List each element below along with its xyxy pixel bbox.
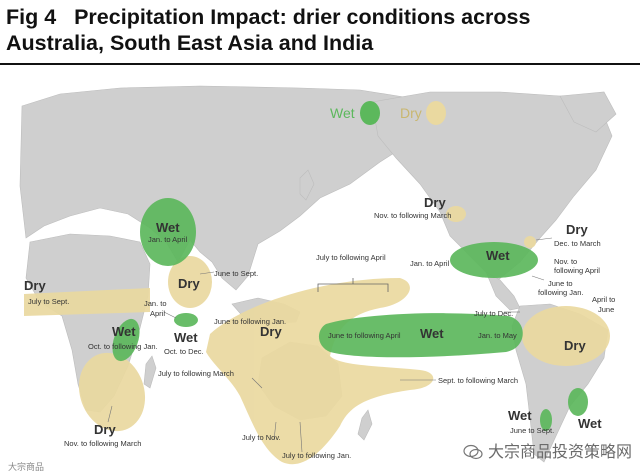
dry-india (168, 256, 212, 308)
dry-south-africa (78, 352, 146, 432)
sri-lanka-note-2: April (150, 309, 165, 318)
us-east-season: Dec. to March (554, 239, 601, 248)
south-pacific-season: Sept. to following March (438, 376, 518, 385)
leader-sri (163, 311, 177, 319)
figure-title-line1: Precipitation Impact: drier conditions a… (74, 5, 531, 29)
legend-wet-label: Wet (330, 105, 355, 121)
title-rule (0, 63, 640, 65)
argentina-season-a: June to Sept. (510, 426, 554, 435)
brazil-season-a: April to (592, 295, 615, 304)
legend-dry-label: Dry (400, 105, 422, 121)
us-east-type: Dry (566, 222, 588, 237)
australia-season-1: July to following March (158, 369, 234, 378)
watermark-brand: 大宗商品投资策略网 (463, 438, 632, 462)
east-africa-type: Wet (112, 324, 136, 339)
dry-regions (24, 206, 610, 465)
wet-east-africa (112, 318, 140, 362)
australia-season-3: July to following Jan. (282, 451, 351, 460)
leader-south-africa (107, 405, 113, 423)
south-africa-type: Dry (94, 422, 116, 437)
wet-horn-africa (140, 198, 196, 266)
brazil-type: Dry (564, 338, 586, 353)
australia-season-2: July to Nov. (242, 433, 281, 442)
horn-africa-season: Jan. to April (148, 235, 188, 244)
leader-lines (107, 237, 553, 453)
south-africa-season: Nov. to following March (64, 439, 141, 448)
us-south-type: Wet (486, 248, 510, 263)
sri-lanka-note-1: Jan. to (144, 299, 167, 308)
west-africa-season: July to Sept. (28, 297, 69, 306)
land-eurasia (19, 85, 421, 291)
brazil-season-b: June (598, 305, 614, 314)
north-america-type: Dry (424, 195, 446, 210)
wet-south-india (174, 313, 198, 327)
argentina-east-type: Wet (578, 416, 602, 431)
dry-north-america (446, 206, 466, 222)
figure-title: Fig 4 Precipitation Impact: drier condit… (6, 4, 634, 56)
dry-us-east (524, 236, 536, 248)
wet-argentina-east (568, 388, 588, 416)
leader-australia-1 (251, 377, 263, 389)
leader-india (199, 271, 215, 275)
indonesia-type: Dry (260, 324, 282, 339)
pacific-band-season: July to following April (316, 253, 386, 262)
wet-regions (112, 198, 588, 431)
wet-argentina (540, 409, 552, 431)
horn-africa-type: Wet (156, 220, 180, 235)
watermark-small: 大宗商品 (8, 463, 45, 473)
world-map: Wet Dry Dry July to Sept. Wet Jan. to Ap… (18, 85, 622, 471)
wet-pacific (318, 313, 523, 358)
land-greenland (559, 91, 617, 133)
argentina-type: Wet (508, 408, 532, 423)
india-type: Dry (178, 276, 200, 291)
dry-indonesia-australia (206, 278, 434, 465)
indonesia-season: June to following Jan. (214, 317, 286, 326)
leader-australia-2 (299, 421, 303, 453)
land-madagascar (143, 355, 157, 389)
east-africa-season: Oct. to following Jan. (88, 342, 158, 351)
south-america-note: July to Dec. (474, 309, 513, 318)
wet-us-south (450, 242, 538, 278)
legend-dry-swatch (426, 101, 446, 125)
south-india-season: Oct. to Dec. (164, 347, 204, 356)
leader-us-east (535, 237, 553, 241)
north-america-season: Nov. to following March (374, 211, 451, 220)
land-japan (299, 169, 315, 201)
gulf-note-2a: June to (548, 279, 573, 288)
wechat-icon (463, 444, 483, 460)
figure-label: Fig 4 (6, 5, 57, 29)
gulf-note-2b: following Jan. (538, 288, 583, 297)
pacific-bracket (317, 278, 389, 292)
legend: Wet Dry (330, 101, 446, 125)
gulf-note-1a: Nov. to (554, 257, 577, 266)
figure-title-line2: Australia, South East Asia and India (6, 31, 374, 55)
dry-brazil (522, 306, 610, 366)
south-india-type: Wet (174, 330, 198, 345)
legend-wet-swatch (360, 101, 380, 125)
pacific-wet-left: June to following April (328, 331, 401, 340)
dry-west-africa (24, 288, 150, 316)
pacific-wet-type: Wet (420, 326, 444, 341)
leader-australia-3 (273, 421, 277, 441)
land-nz (357, 409, 373, 441)
west-africa-type: Dry (24, 278, 46, 293)
us-south-season: Jan. to April (410, 259, 450, 268)
india-season: June to Sept. (214, 269, 258, 278)
watermark-brand-text: 大宗商品投资策略网 (487, 442, 632, 461)
pacific-wet-right: Jan. to May (478, 331, 517, 340)
gulf-note-1b: following April (554, 266, 600, 275)
leader-gulf (531, 275, 545, 281)
